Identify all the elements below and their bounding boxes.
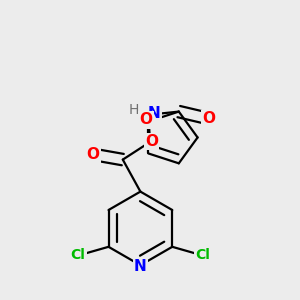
Text: N: N (148, 106, 161, 121)
Text: N: N (134, 259, 147, 274)
Text: O: O (139, 112, 152, 128)
Text: H: H (129, 103, 139, 117)
Text: O: O (202, 111, 215, 126)
Text: Cl: Cl (71, 248, 86, 262)
Text: O: O (86, 147, 100, 162)
Text: Cl: Cl (195, 248, 210, 262)
Text: O: O (145, 134, 158, 149)
